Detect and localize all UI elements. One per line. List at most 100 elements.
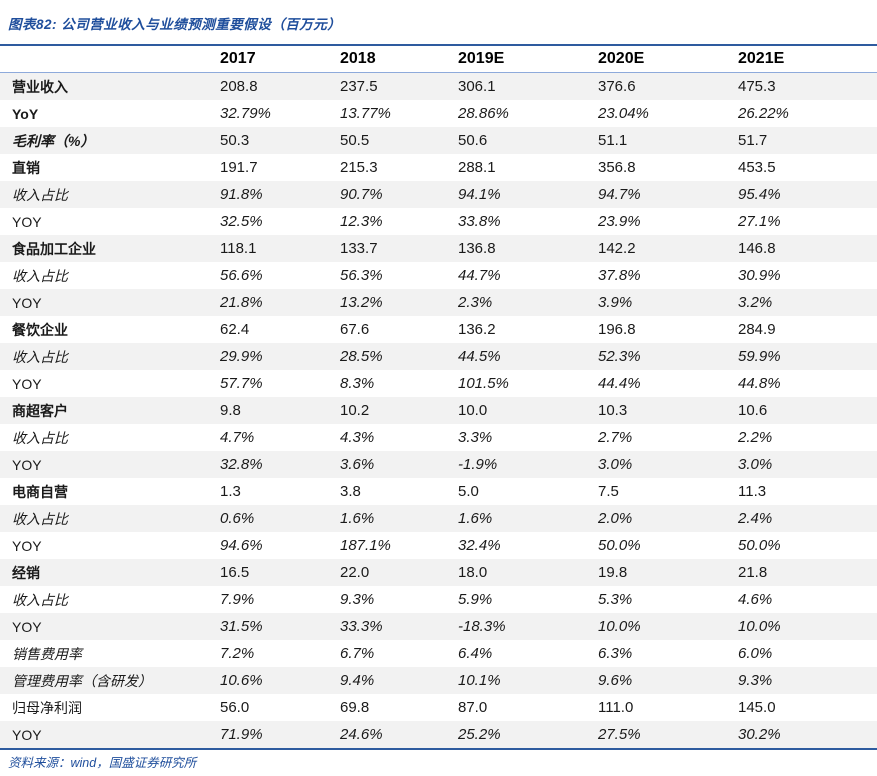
cell-value: 2.3% xyxy=(458,294,493,311)
cell-value: 0.6% xyxy=(220,510,255,527)
cell-value: 9.3% xyxy=(340,591,375,608)
table-row: 管理费用率（含研发） 10.6% 9.4% 10.1% 9.6% 9.3% xyxy=(0,667,877,694)
cell-value: 10.6 xyxy=(738,402,768,419)
cell-value: 28.86% xyxy=(458,105,509,122)
cell-value: 37.8% xyxy=(598,267,641,284)
cell-value: 6.0% xyxy=(738,645,773,662)
cell-value: 10.0% xyxy=(598,618,641,635)
cell-value: 196.8 xyxy=(598,321,636,338)
row-label: 收入占比 xyxy=(12,348,68,365)
table-row: 餐饮企业 62.4 67.6 136.2 196.8 284.9 xyxy=(0,316,877,343)
figure-title: 图表82: 公司营业收入与业绩预测重要假设（百万元） xyxy=(8,17,342,32)
cell-value: 191.7 xyxy=(220,159,258,176)
row-label: 销售费用率 xyxy=(12,645,82,662)
cell-value: 10.2 xyxy=(340,402,370,419)
cell-value: 10.3 xyxy=(598,402,628,419)
cell-value: 306.1 xyxy=(458,78,496,95)
cell-value: 30.2% xyxy=(738,726,781,743)
table-row: 商超客户 9.8 10.2 10.0 10.3 10.6 xyxy=(0,397,877,424)
table-row: 经销 16.5 22.0 18.0 19.8 21.8 xyxy=(0,559,877,586)
cell-value: 50.6 xyxy=(458,132,488,149)
table-header-row: 2017 2018 2019E 2020E 2021E xyxy=(0,46,877,73)
row-label: 食品加工企业 xyxy=(12,240,96,257)
cell-value: 453.5 xyxy=(738,159,776,176)
cell-value: 23.9% xyxy=(598,213,641,230)
row-label: 收入占比 xyxy=(12,510,68,527)
cell-value: 1.3 xyxy=(220,483,241,500)
cell-value: 9.3% xyxy=(738,672,773,689)
cell-value: 288.1 xyxy=(458,159,496,176)
cell-value: 52.3% xyxy=(598,348,641,365)
cell-value: 26.22% xyxy=(738,105,789,122)
cell-value: 69.8 xyxy=(340,699,370,716)
cell-value: 44.5% xyxy=(458,348,501,365)
cell-value: 101.5% xyxy=(458,375,509,392)
source-note: 资料来源：wind，国盛证券研究所 xyxy=(8,756,197,770)
table-row: 销售费用率 7.2% 6.7% 6.4% 6.3% 6.0% xyxy=(0,640,877,667)
cell-value: 50.0% xyxy=(598,537,641,554)
cell-value: 2.0% xyxy=(598,510,633,527)
cell-value: 28.5% xyxy=(340,348,383,365)
cell-value: 33.8% xyxy=(458,213,501,230)
table-row: 营业收入 208.8 237.5 306.1 376.6 475.3 xyxy=(0,73,877,100)
cell-value: 5.0 xyxy=(458,483,479,500)
cell-value: 22.0 xyxy=(340,564,370,581)
cell-value: 21.8% xyxy=(220,294,263,311)
cell-value: 118.1 xyxy=(220,240,257,257)
cell-value: 32.4% xyxy=(458,537,501,554)
table-row: 收入占比 0.6% 1.6% 1.6% 2.0% 2.4% xyxy=(0,505,877,532)
cell-value: 94.7% xyxy=(598,186,641,203)
column-header-2020e: 2020E xyxy=(598,50,645,67)
cell-value: 6.4% xyxy=(458,645,493,662)
cell-value: 95.4% xyxy=(738,186,781,203)
cell-value: 208.8 xyxy=(220,78,258,95)
cell-value: 10.6% xyxy=(220,672,263,689)
row-label: 毛利率（%） xyxy=(12,132,95,149)
row-label: YoY xyxy=(12,105,39,122)
column-header-2021e: 2021E xyxy=(738,50,785,67)
row-label: YOY xyxy=(12,456,42,473)
cell-value: 13.77% xyxy=(340,105,391,122)
cell-value: 6.7% xyxy=(340,645,375,662)
cell-value: 19.8 xyxy=(598,564,628,581)
row-label: 收入占比 xyxy=(12,267,68,284)
cell-value: 187.1% xyxy=(340,537,391,554)
cell-value: 5.9% xyxy=(458,591,493,608)
cell-value: 7.5 xyxy=(598,483,619,500)
row-label: 电商自营 xyxy=(12,483,68,500)
cell-value: 91.8% xyxy=(220,186,263,203)
row-label: 营业收入 xyxy=(12,78,68,95)
cell-value: 4.3% xyxy=(340,429,375,446)
cell-value: 136.8 xyxy=(458,240,496,257)
column-header-2018: 2018 xyxy=(340,50,376,67)
table-row: YOY 31.5% 33.3% -18.3% 10.0% 10.0% xyxy=(0,613,877,640)
column-header-2017: 2017 xyxy=(220,50,256,67)
cell-value: 25.2% xyxy=(458,726,501,743)
row-label: YOY xyxy=(12,213,42,230)
cell-value: 30.9% xyxy=(738,267,781,284)
table-row: 收入占比 4.7% 4.3% 3.3% 2.7% 2.2% xyxy=(0,424,877,451)
cell-value: 51.7 xyxy=(738,132,768,149)
cell-value: 356.8 xyxy=(598,159,636,176)
row-label: 收入占比 xyxy=(12,429,68,446)
cell-value: 10.0 xyxy=(458,402,488,419)
cell-value: 3.0% xyxy=(738,456,773,473)
cell-value: 145.0 xyxy=(738,699,776,716)
cell-value: 1.6% xyxy=(458,510,493,527)
cell-value: 7.9% xyxy=(220,591,255,608)
cell-value: 71.9% xyxy=(220,726,263,743)
row-label: YOY xyxy=(12,537,42,554)
cell-value: 23.04% xyxy=(598,105,649,122)
cell-value: 12.3% xyxy=(340,213,383,230)
cell-value: 2.4% xyxy=(738,510,773,527)
cell-value: 90.7% xyxy=(340,186,383,203)
cell-value: 62.4 xyxy=(220,321,250,338)
table-row: YoY 32.79% 13.77% 28.86% 23.04% 26.22% xyxy=(0,100,877,127)
cell-value: 3.0% xyxy=(598,456,633,473)
table-row: 毛利率（%） 50.3 50.5 50.6 51.1 51.7 xyxy=(0,127,877,154)
cell-value: 50.3 xyxy=(220,132,250,149)
cell-value: 5.3% xyxy=(598,591,633,608)
cell-value: 13.2% xyxy=(340,294,383,311)
cell-value: 2.7% xyxy=(598,429,633,446)
